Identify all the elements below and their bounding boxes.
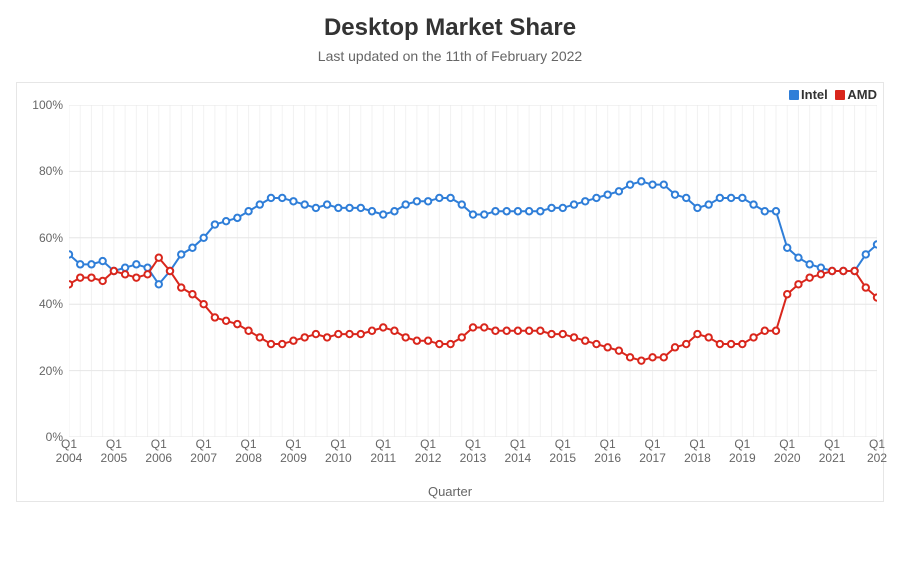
legend-label-intel: Intel [801, 87, 828, 102]
legend-swatch-intel [789, 90, 799, 100]
x-tick-label: Q12007 [190, 437, 217, 465]
legend-label-amd: AMD [847, 87, 877, 102]
x-tick-label: Q12009 [280, 437, 307, 465]
x-tick-label: Q12020 [774, 437, 801, 465]
x-tick-label: Q12013 [460, 437, 487, 465]
plot-area: Intel AMD 0%20%40%60%80%100% Q12004Q1200… [16, 82, 884, 502]
x-tick-label: Q12021 [819, 437, 846, 465]
chart-title: Desktop Market Share [0, 0, 900, 42]
x-tick-label: Q12016 [594, 437, 621, 465]
x-axis: Q12004Q12005Q12006Q12007Q12008Q12009Q120… [69, 437, 877, 477]
x-tick-label: Q1202 [867, 437, 887, 465]
x-tick-label: Q12008 [235, 437, 262, 465]
x-axis-title: Quarter [17, 484, 883, 499]
y-tick-label: 40% [39, 297, 63, 311]
y-tick-label: 100% [32, 98, 63, 112]
x-tick-label: Q12015 [549, 437, 576, 465]
x-tick-label: Q12014 [505, 437, 532, 465]
legend: Intel AMD [789, 87, 877, 102]
x-tick-label: Q12010 [325, 437, 352, 465]
legend-swatch-amd [835, 90, 845, 100]
y-tick-label: 80% [39, 164, 63, 178]
chart-svg [69, 105, 877, 437]
y-tick-label: 20% [39, 364, 63, 378]
x-tick-label: Q12017 [639, 437, 666, 465]
x-tick-label: Q12012 [415, 437, 442, 465]
x-tick-label: Q12005 [101, 437, 128, 465]
chart-container: Desktop Market Share Last updated on the… [0, 0, 900, 571]
y-axis: 0%20%40%60%80%100% [17, 105, 69, 437]
y-tick-label: 60% [39, 231, 63, 245]
x-tick-label: Q12006 [145, 437, 172, 465]
x-tick-label: Q12011 [370, 437, 396, 465]
x-tick-label: Q12018 [684, 437, 711, 465]
chart-subtitle: Last updated on the 11th of February 202… [0, 42, 900, 64]
x-tick-label: Q12019 [729, 437, 756, 465]
x-tick-label: Q12004 [56, 437, 83, 465]
